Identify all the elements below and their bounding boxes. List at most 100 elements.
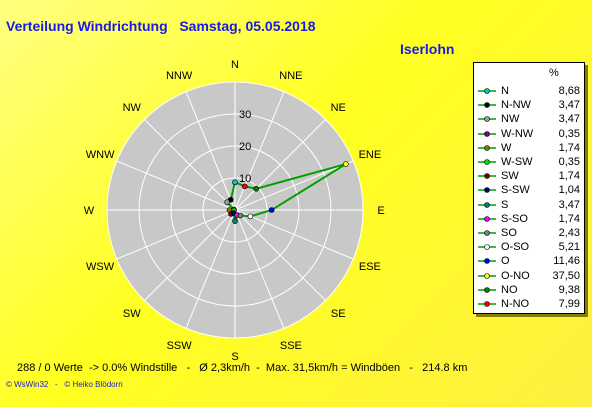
legend-label: SW — [501, 170, 519, 183]
legend-label: S-SW — [501, 184, 530, 197]
credits: © WsWin32 - © Heiko Blödorn — [6, 380, 123, 389]
direction-label: SW — [123, 308, 141, 320]
legend-value: 5,21 — [558, 241, 580, 254]
direction-label: SSE — [280, 340, 302, 352]
legend-marker — [478, 173, 496, 179]
data-point-s — [232, 218, 238, 224]
legend-value: 8,68 — [558, 85, 580, 97]
data-point-o-so — [247, 213, 254, 220]
legend-value: 9,38 — [558, 283, 580, 296]
legend-marker — [478, 201, 496, 208]
data-point-nw — [224, 199, 230, 205]
radar-spoke — [116, 209, 236, 260]
radar-spoke — [234, 91, 285, 211]
data-point-no — [253, 185, 260, 192]
ring-label: 20 — [239, 141, 251, 153]
legend-item: SO 2,43 — [474, 227, 584, 239]
legend-label: NO — [501, 283, 518, 296]
radar-spoke — [234, 209, 326, 301]
legend-marker — [478, 159, 496, 165]
wind-radar-chart: 10 20 30 N NNE NE ENE E ESE SE SSE S SSW SW WSW W WNW NW N… — [84, 59, 385, 360]
legend-marker — [478, 144, 496, 151]
legend-value: 3,47 — [558, 198, 580, 211]
legend-value: 1,74 — [558, 212, 580, 225]
direction-label: NE — [331, 102, 346, 114]
legend-value: 7,99 — [558, 298, 580, 310]
legend-item: S-SW 1,04 — [474, 184, 584, 196]
direction-label: WNW — [86, 149, 115, 161]
legend-value: 0,35 — [558, 156, 580, 168]
legend-label: W-SW — [501, 156, 533, 168]
legend-marker — [478, 88, 496, 94]
legend-marker — [478, 116, 496, 123]
data-point-so — [237, 212, 244, 219]
legend-marker — [478, 130, 496, 137]
legend-item: S-SO 1,74 — [474, 213, 584, 225]
legend-item: W-SW 0,35 — [474, 156, 584, 168]
legend-marker — [478, 272, 496, 279]
data-point-o — [268, 207, 275, 213]
legend-marker — [478, 286, 496, 293]
legend-item: NO 9,38 — [474, 284, 584, 296]
direction-label: N — [231, 59, 239, 71]
direction-label: E — [377, 205, 384, 217]
legend-item: SW 1,74 — [474, 170, 584, 182]
legend-value: 3,47 — [558, 113, 580, 126]
legend-value: 37,50 — [552, 269, 580, 282]
legend-value: 1,74 — [558, 170, 580, 183]
radar-spoke — [234, 209, 354, 260]
radar-spoke — [116, 160, 236, 211]
direction-label: NW — [123, 102, 142, 114]
legend-label: W-NW — [501, 127, 534, 140]
location-label: Iserlohn — [400, 41, 455, 57]
legend-value: 11,46 — [553, 255, 580, 268]
legend: % N 8,68 N-NW 3,47 NW 3,47 W-NW 0,35 W 1,74 W-SW 0,… — [473, 62, 585, 314]
legend-label: O-SO — [501, 241, 530, 254]
legend-marker — [478, 187, 496, 194]
direction-label: SE — [331, 308, 346, 320]
legend-item: W 1,74 — [474, 142, 584, 154]
chart-title: Verteilung Windrichtung Samstag, 05.05.2… — [6, 18, 316, 34]
legend-value: 1,74 — [558, 141, 580, 154]
direction-label: SSW — [167, 340, 193, 352]
legend-label: N-NW — [501, 99, 531, 112]
legend-label: N-NO — [501, 298, 530, 310]
radar-spoke — [185, 209, 236, 329]
legend-item: NW 3,47 — [474, 113, 584, 125]
legend-item: W-NW 0,35 — [474, 128, 584, 140]
ring-label: 10 — [239, 173, 251, 185]
data-point-n — [232, 179, 238, 186]
legend-label: S — [501, 198, 509, 211]
legend-marker — [478, 230, 496, 236]
radar-spoke — [234, 209, 285, 329]
ring-label: 30 — [239, 109, 251, 121]
summary-footer: 288 / 0 Werte -> 0.0% Windstille - Ø 2,3… — [17, 362, 468, 374]
legend-label: S-SO — [501, 212, 528, 225]
legend-marker — [478, 258, 496, 265]
legend-item: O 11,46 — [474, 255, 584, 267]
data-point-n-no — [241, 183, 248, 190]
legend-label: SO — [501, 227, 517, 239]
direction-label: NNE — [279, 70, 302, 82]
legend-unit: % — [549, 67, 559, 79]
legend-label: W — [501, 141, 512, 154]
legend-marker — [478, 244, 496, 250]
legend-label: NW — [501, 113, 520, 126]
legend-item: N-NW 3,47 — [474, 99, 584, 111]
legend-marker — [478, 301, 496, 307]
legend-marker — [478, 215, 496, 222]
direction-label: WSW — [86, 261, 115, 273]
legend-value: 2,43 — [558, 227, 580, 239]
direction-label: S — [231, 351, 238, 360]
data-point-o-no — [343, 161, 349, 167]
legend-label: N — [501, 85, 509, 97]
radar-spoke — [144, 119, 236, 211]
legend-value: 1,04 — [558, 184, 580, 197]
legend-item: O-SO 5,21 — [474, 241, 584, 253]
legend-marker — [478, 102, 496, 108]
direction-label: NNW — [166, 70, 193, 82]
legend-item: N 8,68 — [474, 85, 584, 97]
radar-spoke — [234, 160, 354, 211]
radar-spoke — [144, 209, 236, 301]
legend-item: S 3,47 — [474, 199, 584, 211]
